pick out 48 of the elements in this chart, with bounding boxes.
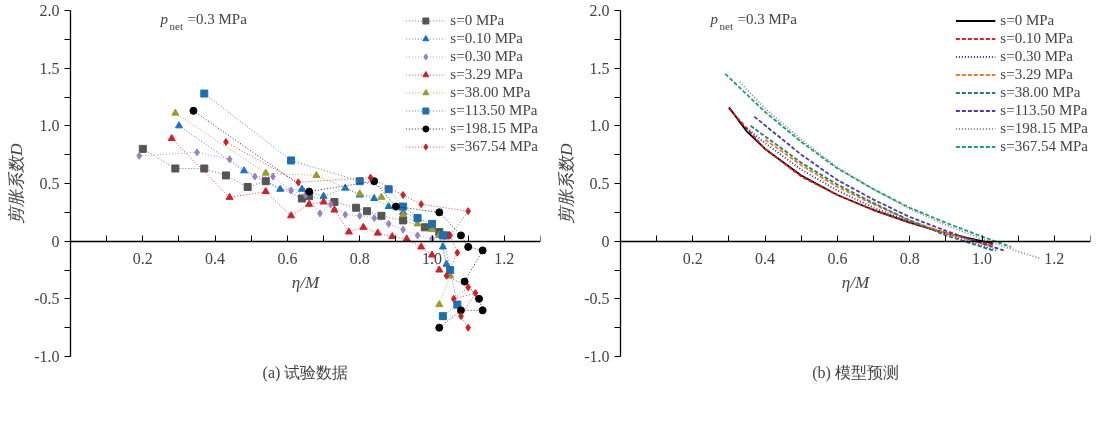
x-tick-label: 1.0 [422,250,443,268]
legend-label: s=113.50 MPa [450,102,538,119]
text: (a) 试验数据 [262,363,349,382]
y-tick-label: 1.0 [39,117,60,135]
y-tick-label: 2.0 [39,2,60,19]
legend-label: s=0 MPa [450,12,505,29]
y-tick-label: 1.0 [589,117,610,135]
legend-label: s=38.00 MPa [450,84,531,101]
legend-label: s=0.30 MPa [1000,48,1073,65]
x-tick-label: 0.2 [682,250,703,268]
legend-label: s=0.10 MPa [1000,30,1073,47]
x-axis-title: η/M [291,272,320,292]
x-tick-label: 0.2 [132,250,153,268]
y-tick-label: -0.5 [34,290,60,308]
x-tick-label: 0.4 [755,250,776,268]
x-tick-label: 1.0 [972,250,993,268]
legend-label: s=198.15 MPa [1000,120,1088,137]
x-tick-label: 0.8 [349,250,370,268]
y-tick-label: 0 [51,232,60,250]
x-tick-label: 1.2 [1044,250,1065,268]
y-tick-label: 0.5 [39,175,60,192]
y-tick-label: 1.5 [589,59,610,77]
legend-label: s=3.29 MPa [1000,66,1073,83]
legend-label: s=367.54 MPa [1000,138,1088,155]
x-tick-label: 0.8 [899,250,920,268]
legend-label: s=38.00 MPa [1000,84,1081,101]
y-tick-label: 1.5 [39,59,60,77]
y-tick-label: 2.0 [589,2,610,19]
y-tick-label: -0.5 [584,290,610,308]
legend-label: s=0.10 MPa [450,30,523,47]
legend-label: s=0 MPa [1000,12,1055,29]
x-tick-label: 0.6 [277,250,298,268]
legend-label: s=113.50 MPa [1000,102,1088,119]
y-tick-label: -1.0 [584,348,610,365]
y-tick-label: 0 [601,232,610,250]
x-tick-label: 1.2 [494,250,515,268]
y-axis-title: 剪胀系数D [7,142,27,224]
text: (b) 模型预测 [812,363,899,382]
legend-label: s=0.30 MPa [450,48,523,65]
y-axis-title: 剪胀系数D [557,142,577,224]
x-tick-label: 0.6 [827,250,848,268]
legend-label: s=367.54 MPa [450,138,538,155]
legend-label: s=3.29 MPa [450,66,523,83]
y-tick-label: 0.5 [589,175,610,192]
y-tick-label: -1.0 [34,348,60,365]
x-axis-title: η/M [841,272,870,292]
legend-label: s=198.15 MPa [450,120,538,137]
x-tick-label: 0.4 [205,250,226,268]
